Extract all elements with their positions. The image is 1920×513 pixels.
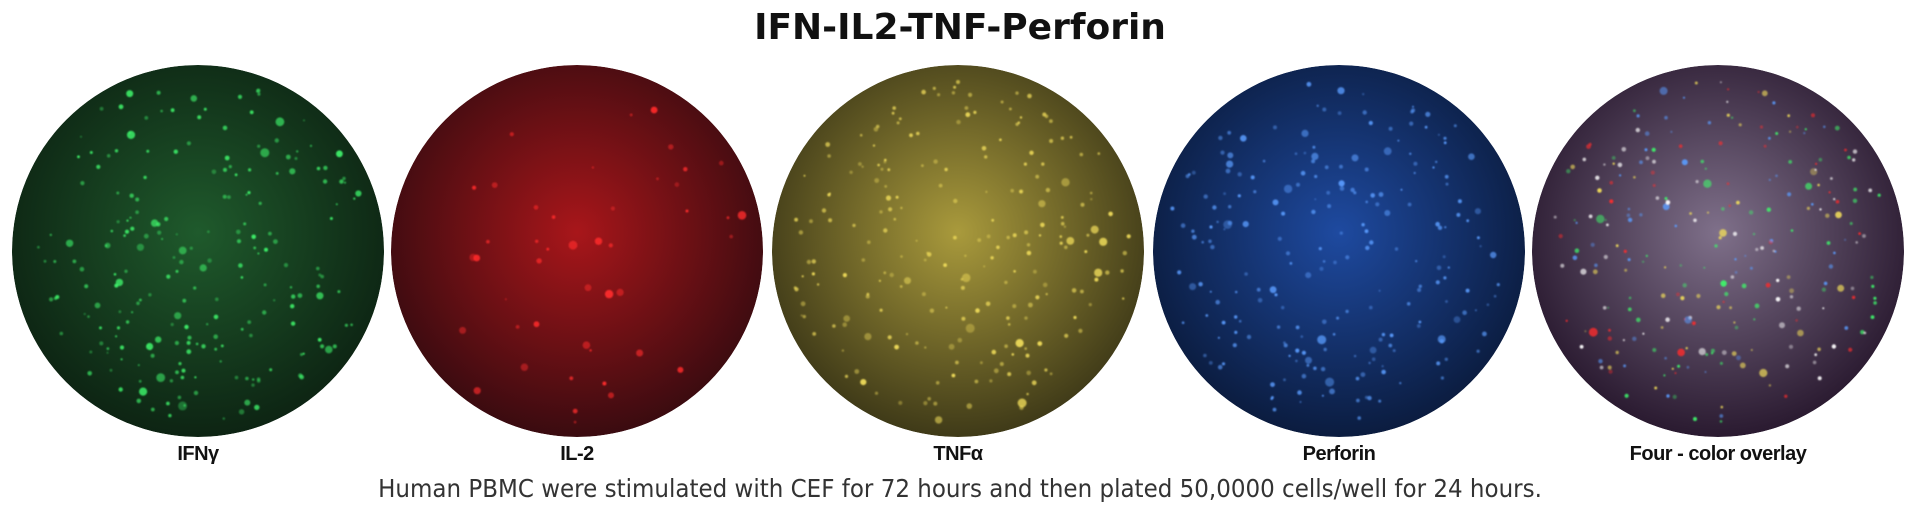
well-background: [391, 65, 763, 437]
tnf-alpha-well-svg: [772, 65, 1144, 437]
cell-spots: [459, 106, 747, 424]
four-color-overlay-label: Four - color overlay: [1629, 443, 1807, 465]
cell-spots: [1170, 81, 1500, 420]
ifn-gamma-well-svg: [12, 65, 384, 437]
well-background: [12, 65, 384, 437]
perforin-well-image: [1153, 65, 1525, 437]
tnf-alpha-label: TNFα: [933, 443, 983, 465]
four-color-overlay-well-svg: [1532, 65, 1904, 437]
cell-spots: [1553, 81, 1881, 423]
tnf-alpha-well-image: [772, 65, 1144, 437]
il2-well-image: [391, 65, 763, 437]
figure-caption: Human PBMC were stimulated with CEF for …: [378, 474, 1542, 503]
well-background: [1153, 65, 1525, 437]
il2-well-svg: [391, 65, 763, 437]
il2-label: IL-2: [560, 443, 594, 465]
perforin-well-svg: [1153, 65, 1525, 437]
ifn-gamma-well-image: [12, 65, 384, 437]
cell-spots: [793, 80, 1131, 424]
perforin-label: Perforin: [1302, 443, 1376, 465]
ifn-gamma-label: IFNγ: [177, 443, 219, 465]
cell-spots: [37, 88, 362, 420]
figure-title: IFN-IL2-TNF-Perforin: [754, 7, 1166, 48]
well-background: [1532, 65, 1904, 437]
four-color-overlay-well-image: [1532, 65, 1904, 437]
well-background: [772, 65, 1144, 437]
